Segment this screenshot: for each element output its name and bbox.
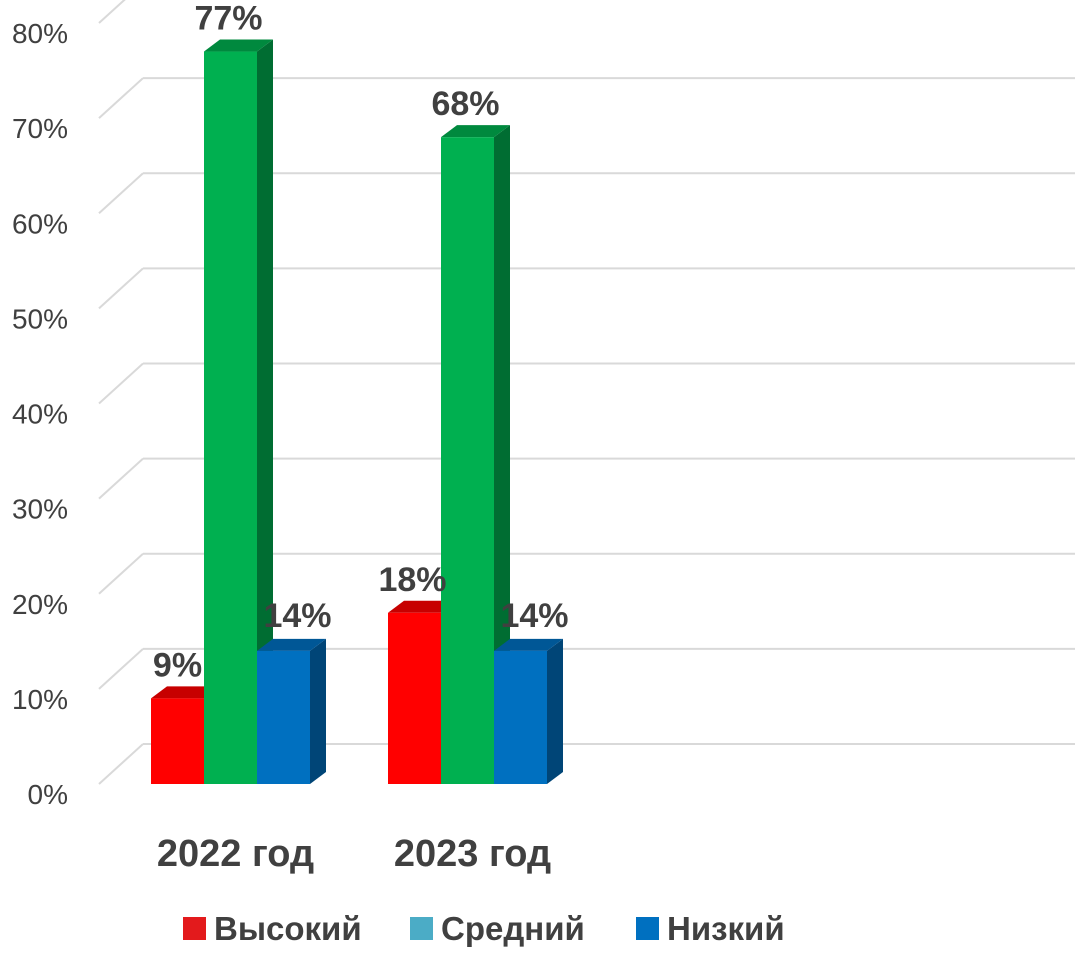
y-tick-label: 80% — [12, 18, 68, 49]
legend-swatch — [410, 917, 433, 940]
legend-item: Средний — [410, 910, 585, 947]
data-label: 9% — [153, 646, 202, 684]
gridline — [98, 457, 1075, 500]
y-tick-label: 10% — [12, 684, 68, 715]
y-tick-label: 0% — [28, 779, 68, 810]
legend-swatch — [183, 917, 206, 940]
y-tick-label: 60% — [12, 208, 68, 239]
legend-item: Высокий — [183, 910, 362, 947]
gridline — [98, 362, 1075, 405]
legend-swatch — [636, 917, 659, 940]
data-labels: 9% 77% 14% 18% 68% 14% — [153, 0, 569, 684]
gridline — [98, 552, 1075, 595]
y-tick-label: 40% — [12, 399, 68, 430]
y-tick-label: 30% — [12, 494, 68, 525]
data-label: 68% — [431, 85, 499, 123]
x-category-label: 2022 год — [157, 833, 314, 875]
data-label: 18% — [378, 561, 446, 599]
data-label: 77% — [194, 0, 262, 38]
gridline — [98, 172, 1075, 214]
legend-label: Низкий — [667, 910, 785, 947]
bar — [257, 638, 326, 784]
gridline — [98, 77, 1075, 119]
gridline — [98, 0, 126, 24]
y-tick-label: 50% — [12, 303, 68, 334]
data-label: 14% — [263, 597, 331, 635]
x-axis-categories: 2022 год 2023 год — [157, 833, 551, 875]
legend-item: Низкий — [636, 910, 785, 947]
y-tick-label: 20% — [12, 589, 68, 620]
bar — [441, 125, 510, 784]
bars — [151, 39, 563, 785]
x-category-label: 2023 год — [394, 833, 551, 875]
legend-label: Средний — [441, 910, 585, 947]
legend-label: Высокий — [214, 910, 362, 947]
legend: Высокий Средний Низкий — [183, 910, 785, 947]
bar — [204, 39, 273, 785]
y-tick-label: 70% — [12, 113, 68, 144]
bar — [494, 638, 563, 784]
data-label: 14% — [500, 597, 568, 635]
y-axis-ticks: 0% 10% 20% 30% 40% 50% 60% 70% 80% — [12, 18, 68, 810]
gridline — [98, 267, 1075, 310]
